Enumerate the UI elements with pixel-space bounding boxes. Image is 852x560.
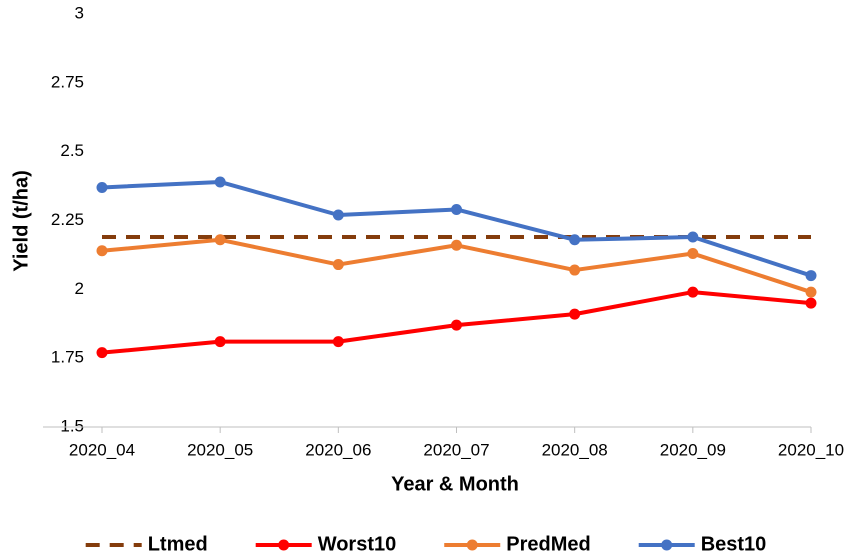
y-tick-label: 3 — [75, 3, 84, 22]
x-tick-label: 2020_05 — [187, 440, 253, 459]
y-tick-label: 1.5 — [60, 416, 84, 435]
x-tick-label: 2020_07 — [423, 440, 489, 459]
legend-marker — [466, 539, 478, 551]
data-point — [332, 336, 344, 348]
data-point — [687, 286, 699, 298]
data-point — [214, 234, 226, 246]
data-point — [805, 270, 817, 282]
x-tick-label: 2020_04 — [69, 440, 135, 459]
x-tick-label: 2020_08 — [542, 440, 608, 459]
y-tick-label: 2 — [75, 279, 84, 298]
x-tick-label: 2020_09 — [660, 440, 726, 459]
x-axis-title: Year & Month — [391, 473, 519, 495]
data-point — [96, 245, 108, 257]
data-point — [96, 347, 108, 359]
data-point — [332, 209, 344, 221]
legend-marker — [661, 539, 673, 551]
series-line — [101, 179, 812, 278]
data-point — [451, 239, 462, 251]
y-tick-label: 2.5 — [60, 141, 84, 160]
legend-label: Best10 — [701, 533, 767, 555]
y-tick-label: 1.75 — [51, 348, 84, 367]
data-point — [805, 297, 817, 309]
data-point — [451, 319, 462, 331]
x-tick-label: 2020_06 — [305, 440, 371, 459]
data-point — [569, 264, 581, 276]
data-point — [569, 234, 581, 246]
data-point — [214, 176, 226, 188]
data-point — [687, 248, 699, 260]
data-point — [332, 259, 344, 271]
y-axis-title: Yield (t/ha) — [10, 170, 32, 271]
data-point — [687, 231, 699, 243]
legend-label: Worst10 — [318, 533, 397, 555]
data-point — [214, 336, 226, 348]
data-point — [451, 203, 462, 215]
x-tick-label: 2020_10 — [778, 440, 844, 459]
y-tick-label: 2.25 — [51, 210, 84, 229]
legend-label: Ltmed — [148, 533, 208, 555]
legend-marker — [278, 539, 290, 551]
data-point — [805, 286, 817, 298]
data-point — [569, 308, 581, 320]
y-tick-label: 2.75 — [51, 72, 84, 91]
legend-label: PredMed — [506, 533, 590, 555]
data-point — [96, 181, 108, 193]
